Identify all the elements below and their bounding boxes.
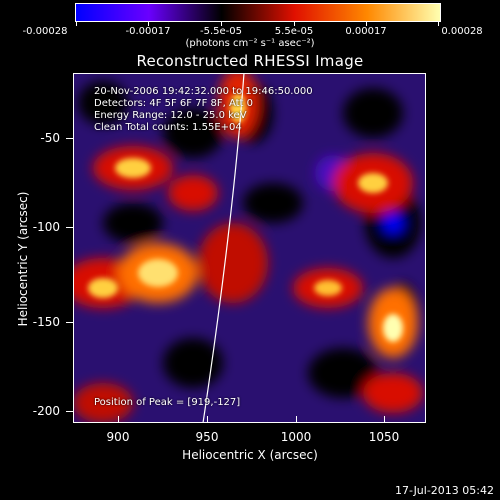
y-tick-label: -200 — [32, 404, 60, 418]
colorbar-label: -0.00017 — [125, 26, 171, 37]
x-tick-label: 950 — [195, 430, 219, 444]
peak-position: Position of Peak = [919,-127] — [94, 397, 241, 408]
rhessi-image — [73, 73, 426, 423]
colorbar-tick — [148, 21, 149, 26]
detectors-info: Detectors: 4F 5F 6F 7F 8F, Att 0 — [94, 98, 254, 109]
colorbar-units: (photons cm⁻² s⁻¹ asec⁻²) — [185, 38, 315, 49]
solar-limb-line — [202, 73, 245, 423]
colorbar-label: 5.5e-05 — [274, 26, 314, 37]
x-tick — [207, 416, 208, 423]
colorbar-tick — [438, 21, 439, 26]
y-tick-label: -150 — [32, 315, 60, 329]
y-tick — [66, 138, 73, 139]
colorbar-tick — [366, 21, 367, 26]
y-tick — [66, 322, 73, 323]
x-tick-label: 1000 — [280, 430, 312, 444]
energy-range: Energy Range: 12.0 - 25.0 keV — [94, 110, 247, 121]
plot-title: Reconstructed RHESSI Image — [136, 52, 364, 70]
x-tick-label: 1050 — [368, 430, 400, 444]
heatmap-peaks — [88, 93, 403, 342]
image-map — [73, 73, 426, 423]
y-axis-title: Heliocentric Y (arcsec) — [16, 191, 30, 327]
y-tick-label: -100 — [32, 220, 60, 234]
x-tick-label: 900 — [106, 430, 130, 444]
x-axis-title: Heliocentric X (arcsec) — [182, 448, 318, 462]
colorbar-label: 0.00017 — [345, 26, 387, 37]
y-tick — [66, 227, 73, 228]
colorbar-tick — [76, 21, 77, 26]
y-tick — [66, 411, 73, 412]
x-tick — [296, 416, 297, 423]
colorbar-tick — [221, 21, 222, 26]
x-tick — [118, 416, 119, 423]
y-tick-label: -50 — [40, 131, 60, 145]
x-tick — [384, 416, 385, 423]
timestamp: 17-Jul-2013 05:42 — [394, 484, 494, 497]
colorbar-label: -0.00028 — [22, 26, 68, 37]
colorbar — [75, 3, 441, 22]
colorbar-label: -5.5e-05 — [200, 26, 242, 37]
colorbar-label: 0.00028 — [441, 26, 483, 37]
clean-info: Clean Total counts: 1.55E+04 — [94, 122, 242, 133]
plot-frame — [73, 73, 426, 423]
time-range: 20-Nov-2006 19:42:32.000 to 19:46:50.000 — [94, 86, 313, 97]
colorbar-tick — [294, 21, 295, 26]
